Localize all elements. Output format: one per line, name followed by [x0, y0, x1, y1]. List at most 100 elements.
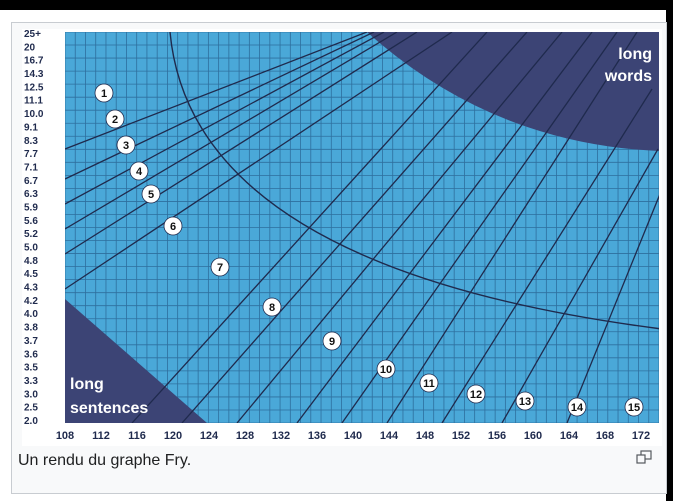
y-tick-label: 5.0 — [24, 243, 38, 254]
grade-marker-label: 2 — [112, 114, 118, 126]
long-words-label: long — [618, 46, 652, 63]
grade-marker-label: 7 — [217, 262, 223, 274]
sentence-syllable-curve — [169, 32, 659, 330]
grade-boundary-line — [65, 32, 368, 150]
grade-marker: 8 — [262, 297, 282, 317]
grade-boundary-line — [65, 32, 418, 255]
grade-marker-circle — [94, 83, 114, 103]
y-tick-label: 8.3 — [24, 136, 38, 147]
image-caption: Un rendu du graphe Fry. — [18, 452, 192, 469]
grade-marker-label: 9 — [329, 336, 335, 348]
grade-marker-label: 11 — [423, 378, 435, 390]
x-tick-label: 120 — [164, 430, 182, 442]
grade-marker: 2 — [105, 109, 125, 129]
y-tick-label: 4.0 — [24, 309, 38, 320]
grade-marker: 3 — [116, 135, 136, 155]
long-sentences-label: sentences — [70, 400, 148, 417]
y-tick-label: 6.7 — [24, 176, 38, 187]
x-tick-label: 172 — [632, 430, 650, 442]
grade-marker-label: 15 — [628, 402, 640, 414]
x-tick-label: 144 — [380, 430, 399, 442]
grade-boundary-line — [501, 148, 659, 423]
y-tick-label: 3.7 — [24, 336, 38, 347]
x-tick-label: 152 — [452, 430, 470, 442]
x-tick-label: 148 — [416, 430, 434, 442]
grade-marker: 1 — [94, 83, 114, 103]
y-tick-label: 16.7 — [24, 56, 44, 67]
grade-marker-circle — [262, 297, 282, 317]
fry-graph[interactable]: 25+ 20 16.7 14.3 12.5 11.1 10.0 9.1 8.3 7.7 7.1 6.7… — [22, 29, 662, 446]
grade-marker-circle — [515, 391, 535, 411]
grade-boundary-line — [296, 32, 593, 423]
grade-boundary-line — [65, 32, 453, 290]
grade-boundary-line — [236, 32, 563, 423]
grade-boundary-line — [65, 32, 398, 230]
y-tick-label: 25+ — [24, 29, 41, 40]
y-tick-label: 2.0 — [24, 416, 38, 427]
grade-marker-circle — [567, 397, 587, 417]
grade-marker: 5 — [141, 184, 161, 204]
x-tick-label: 124 — [200, 430, 219, 442]
enlarge-icon[interactable] — [636, 450, 652, 464]
grade-marker: 15 — [624, 397, 644, 417]
y-tick-label: 4.8 — [24, 256, 38, 267]
x-tick-label: 128 — [236, 430, 254, 442]
grade-marker: 10 — [376, 359, 396, 379]
y-tick-label: 20 — [24, 42, 36, 53]
grade-marker-circle — [419, 373, 439, 393]
fry-graph-svg: 25+2016.714.312.511.110.09.18.37.77.16.7… — [22, 29, 662, 446]
y-tick-label: 3.3 — [24, 376, 38, 387]
top-edge — [0, 0, 673, 10]
grade-marker: 4 — [129, 161, 149, 181]
y-tick-label: 4.5 — [24, 269, 38, 280]
grade-boundary-line — [65, 32, 385, 205]
grade-marker-circle — [624, 397, 644, 417]
x-tick-label: 160 — [524, 430, 542, 442]
y-tick-label: 14.3 — [24, 69, 44, 80]
grade-marker-label: 1 — [101, 88, 107, 100]
grade-marker-circle — [116, 135, 136, 155]
y-tick-label: 5.2 — [24, 229, 38, 240]
y-tick-label: 4.3 — [24, 283, 38, 294]
y-tick-label: 4.2 — [24, 296, 38, 307]
grade-marker-label: 5 — [148, 189, 154, 201]
x-tick-label: 164 — [560, 430, 579, 442]
grade-marker-label: 8 — [269, 302, 275, 314]
grade-boundary-line — [441, 88, 653, 423]
y-tick-label: 11.1 — [24, 96, 43, 107]
y-tick-label: 7.7 — [24, 149, 38, 160]
x-tick-label: 156 — [488, 430, 506, 442]
grade-boundary-line — [181, 32, 528, 423]
y-tick-label: 3.8 — [24, 323, 38, 334]
long-words-label: words — [604, 68, 652, 85]
y-tick-label: 10.0 — [24, 109, 44, 120]
grade-boundary-line — [65, 32, 375, 180]
grade-marker: 9 — [322, 331, 342, 351]
long-sentences-region — [65, 299, 207, 423]
grade-marker-circle — [210, 257, 230, 277]
grade-marker-circle — [163, 216, 183, 236]
x-tick-label: 112 — [92, 430, 110, 442]
x-tick-label: 132 — [272, 430, 290, 442]
y-tick-label: 12.5 — [24, 82, 44, 93]
x-tick-label: 108 — [56, 430, 74, 442]
grade-marker-label: 4 — [136, 166, 143, 178]
long-sentences-label: long — [70, 376, 104, 393]
grade-marker-circle — [322, 331, 342, 351]
grade-marker-label: 13 — [519, 396, 531, 408]
grade-marker-label: 6 — [170, 221, 176, 233]
grade-marker-circle — [129, 161, 149, 181]
y-tick-label: 3.0 — [24, 389, 38, 400]
grade-boundary-line — [566, 194, 659, 423]
grade-marker-label: 3 — [123, 140, 129, 152]
grade-marker: 11 — [419, 373, 439, 393]
y-tick-label: 3.6 — [24, 349, 38, 360]
y-tick-label: 9.1 — [24, 122, 38, 133]
grade-marker-label: 12 — [470, 389, 482, 401]
grade-marker-circle — [466, 384, 486, 404]
y-tick-label: 2.5 — [24, 403, 38, 414]
grade-boundary-line — [341, 32, 618, 423]
x-tick-label: 136 — [308, 430, 326, 442]
grade-marker: 12 — [466, 384, 486, 404]
grade-marker: 14 — [567, 397, 587, 417]
